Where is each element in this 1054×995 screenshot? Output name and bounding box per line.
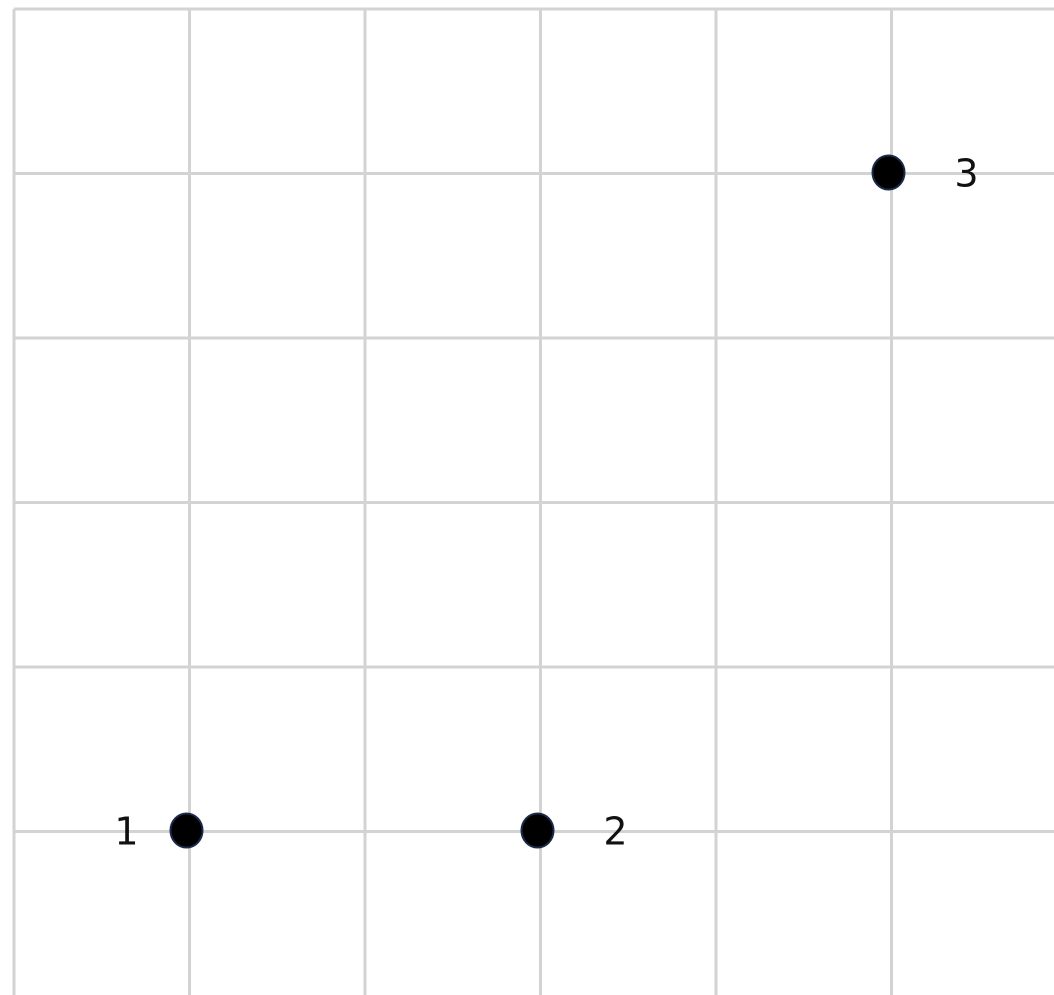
point-1: [169, 812, 204, 849]
point-3: [871, 154, 906, 191]
point-label-2: 2: [603, 810, 627, 854]
point-2: [520, 812, 555, 849]
point-label-3: 3: [954, 152, 978, 196]
points: 1 2 3: [114, 152, 978, 854]
point-label-1: 1: [114, 810, 138, 854]
